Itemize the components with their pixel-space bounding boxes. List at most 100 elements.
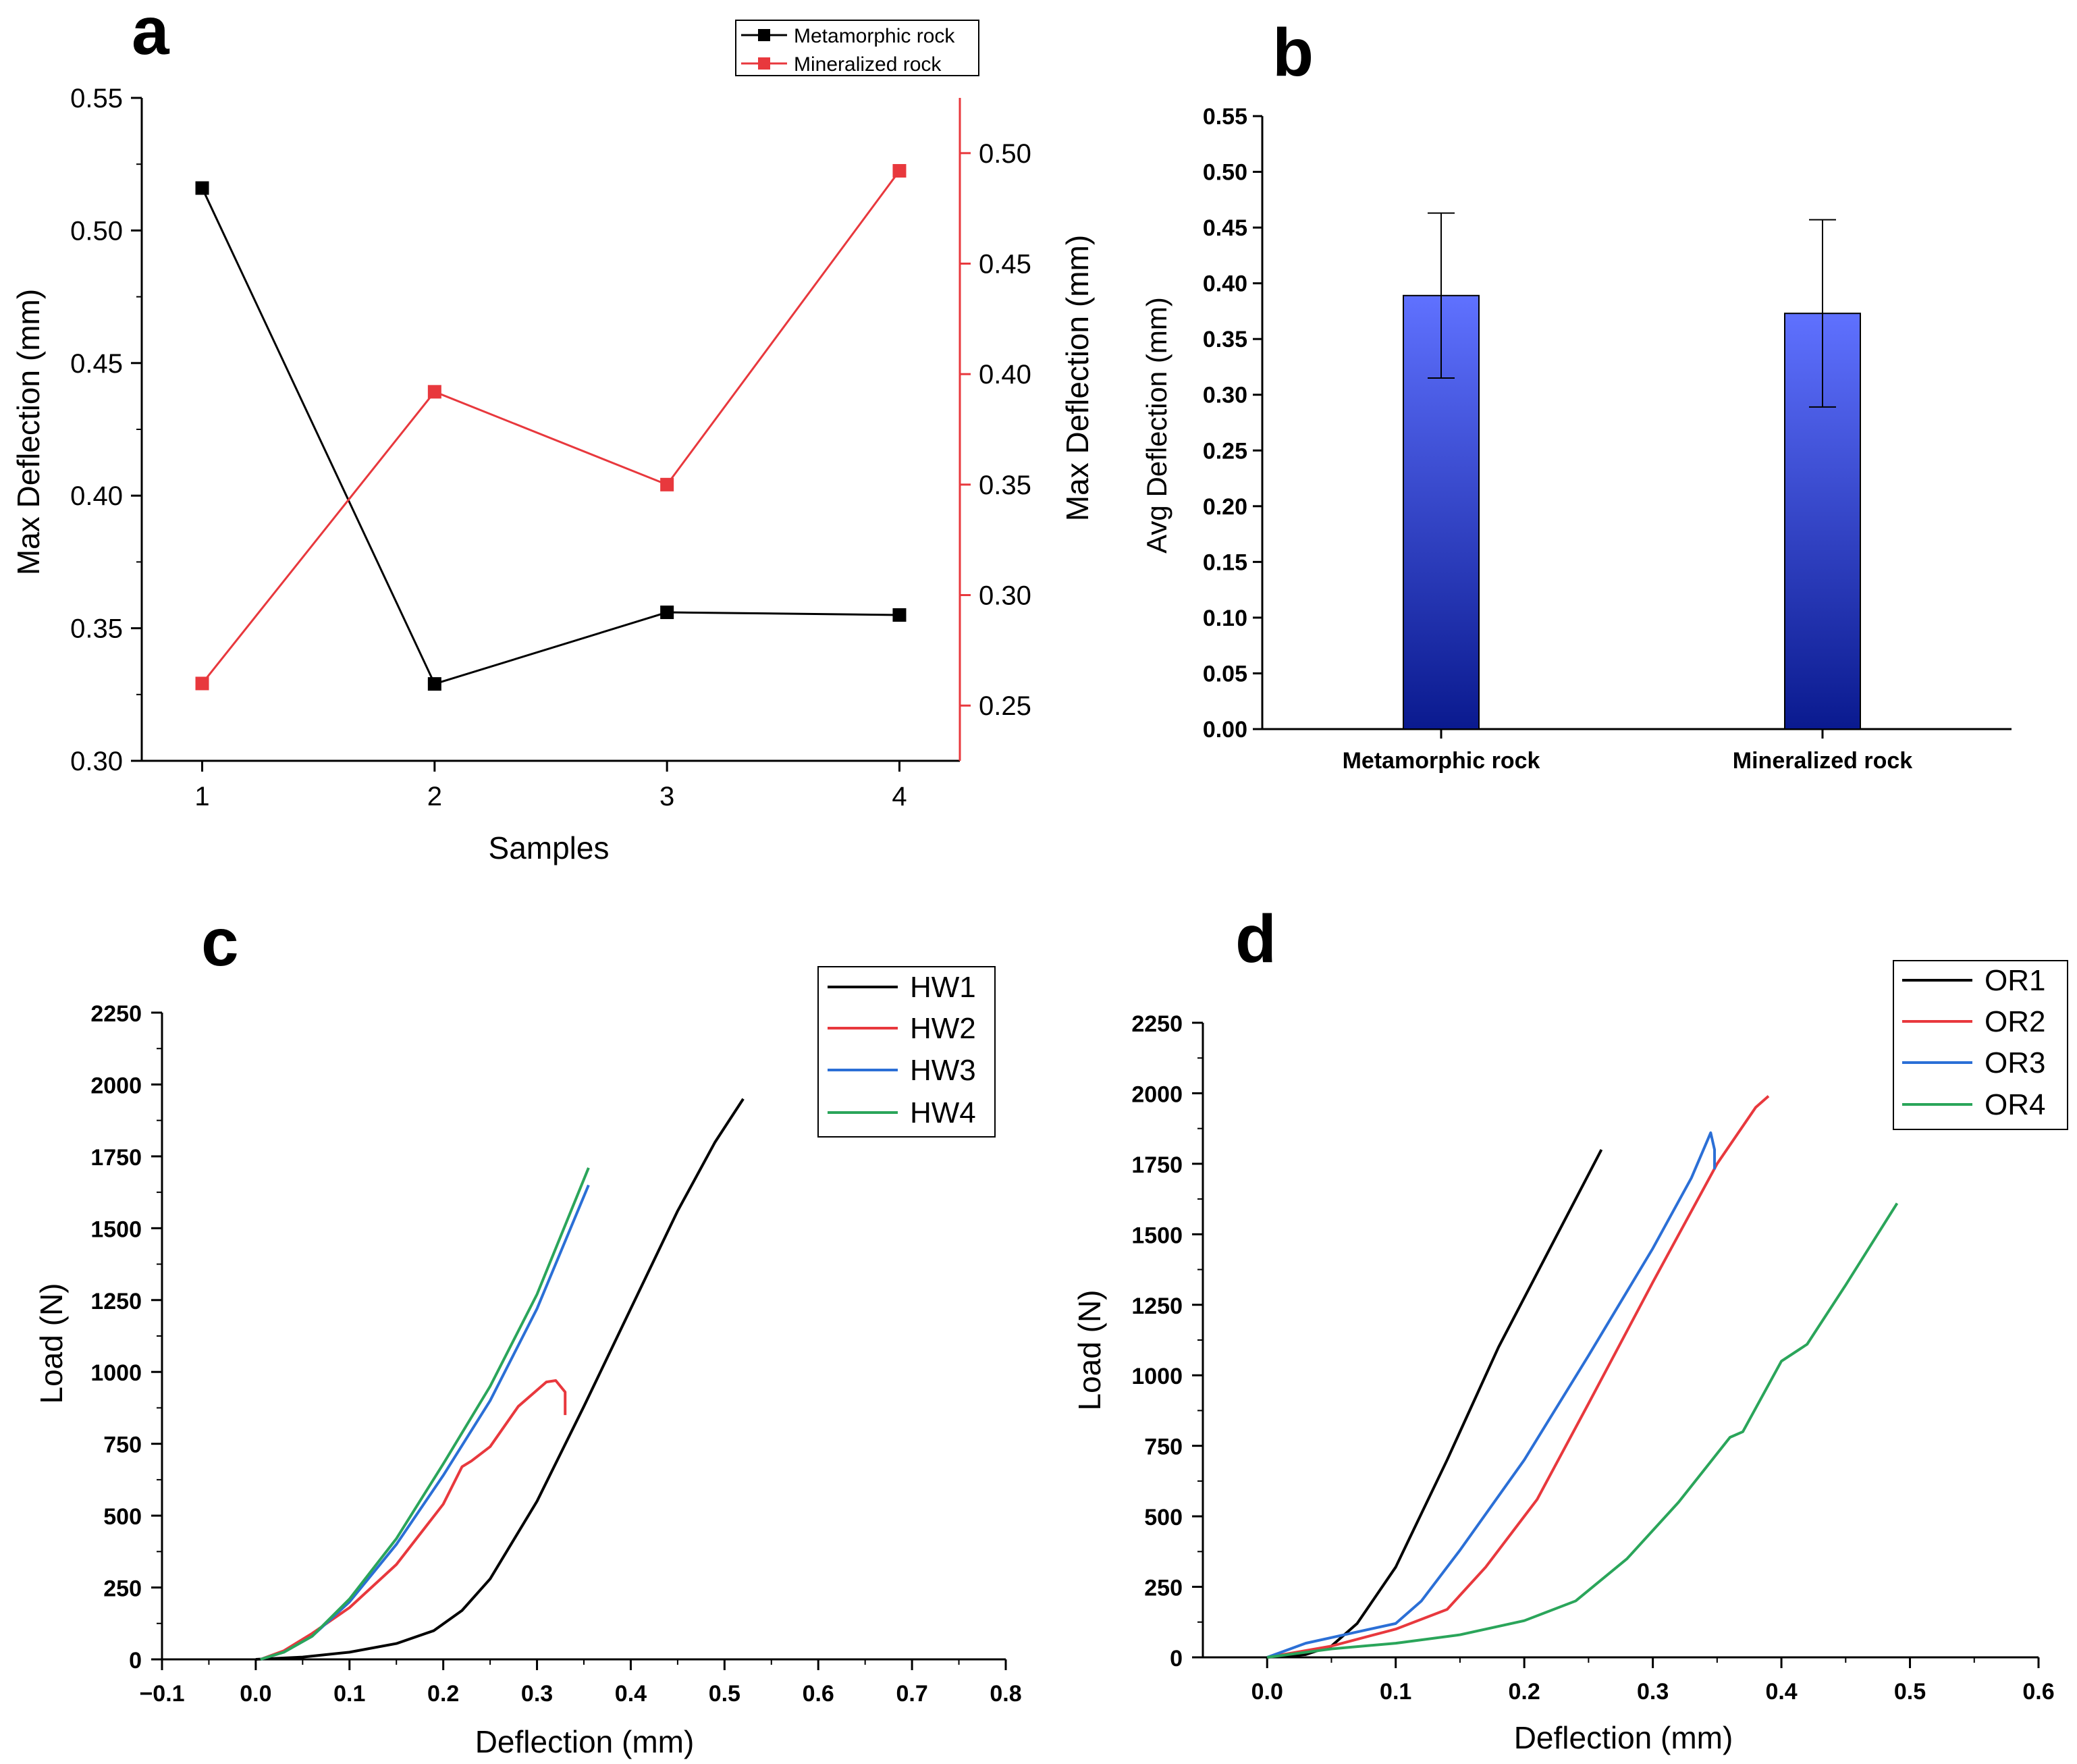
a-point-0 [660, 606, 674, 620]
b-ytick-label: 0.05 [1203, 661, 1247, 687]
d-series-line-1 [1266, 1095, 1770, 1659]
chart-d-xlabel: Deflection (mm) [1514, 1720, 1733, 1755]
b-ytick-label: 0.50 [1203, 160, 1247, 186]
c-ytick-label: 0 [129, 1648, 142, 1674]
d-ytick-label: 250 [1144, 1576, 1183, 1601]
a-point-0 [892, 608, 907, 622]
chart-b-plot: 0.00 0.05 0.10 0.15 0.20 0.25 0.30 0.35 0.40 0.45… [1203, 104, 2012, 774]
chart-a-ylabel-right: Max Deflection (mm) [1060, 235, 1095, 521]
a-xtick-label: 1 [194, 782, 209, 811]
legend-metamorphic-rock: Metamorphic rock [794, 25, 955, 47]
legend-hw1: HW1 [910, 971, 976, 1004]
d-ytick-label: 500 [1144, 1505, 1183, 1530]
d-xtick-label: 0.2 [1509, 1679, 1540, 1705]
legend-hw4: HW4 [910, 1096, 976, 1129]
b-ytick-label: 0.40 [1203, 271, 1247, 297]
chart-c-ylabel: Load (N) [34, 1283, 69, 1404]
chart-a-legend: Metamorphic rock Mineralized rock [735, 20, 979, 76]
c-ytick-label: 1500 [90, 1217, 142, 1242]
chart-c-plot: −0.1 0.0 0.1 0.2 0.3 0.4 0.5 0.6 0.7 0.8 0 250 500 75… [90, 1001, 1021, 1707]
c-xtick-label: 0.6 [803, 1681, 834, 1707]
a-ytick-label: 0.40 [70, 481, 123, 511]
legend-or3: OR3 [1985, 1046, 2045, 1079]
a-ytick-right-label: 0.35 [979, 471, 1031, 500]
b-xtick-label: Metamorphic rock [1343, 748, 1540, 774]
a-point-1 [892, 164, 907, 178]
c-series-line-0 [255, 1098, 745, 1661]
d-series-line-2 [1266, 1131, 1717, 1659]
b-ytick-label: 0.10 [1203, 606, 1247, 631]
d-xtick-label: 0.1 [1380, 1679, 1411, 1705]
d-ytick-label: 0 [1170, 1646, 1183, 1672]
a-point-0 [427, 677, 441, 691]
a-ytick-label: 0.30 [70, 747, 123, 776]
d-ytick-label: 750 [1144, 1435, 1183, 1460]
c-xtick-label: 0.7 [896, 1681, 927, 1707]
b-ytick-label: 0.25 [1203, 438, 1247, 464]
c-series-line-3 [260, 1167, 590, 1661]
a-series-line-1 [201, 170, 900, 685]
a-ytick-right-label: 0.25 [979, 691, 1031, 721]
a-series-line-0 [201, 187, 900, 685]
c-series-line-2 [260, 1184, 590, 1661]
d-xtick-label: 0.3 [1637, 1679, 1669, 1705]
b-ytick-label: 0.15 [1203, 550, 1247, 575]
b-xtick-label: Mineralized rock [1733, 748, 1913, 774]
chart-d: 0.0 0.1 0.2 0.3 0.4 0.5 0.6 0 250 500 750 1000 1250 1… [1072, 960, 2068, 1755]
c-ytick-label: 2000 [90, 1073, 142, 1098]
chart-c-xlabel: Deflection (mm) [475, 1724, 695, 1759]
b-ytick-label: 0.00 [1203, 717, 1247, 743]
a-ytick-label: 0.50 [70, 216, 123, 246]
d-ytick-label: 2000 [1131, 1081, 1183, 1107]
panel-label-b: b [1272, 15, 1314, 90]
a-point-0 [195, 181, 209, 195]
c-xtick-label: 0.2 [427, 1681, 459, 1707]
c-xtick-label: 0.3 [521, 1681, 553, 1707]
a-ytick-label: 0.55 [70, 84, 123, 113]
a-xtick-label: 4 [892, 782, 907, 811]
d-xtick-label: 0.0 [1251, 1679, 1283, 1705]
b-ytick-label: 0.20 [1203, 494, 1247, 520]
d-series-line-0 [1267, 1149, 1603, 1659]
c-xtick-label: 0.4 [615, 1681, 647, 1707]
a-ytick-label: 0.35 [70, 614, 123, 644]
b-ytick-label: 0.45 [1203, 215, 1247, 241]
d-ytick-label: 1000 [1131, 1364, 1183, 1389]
c-ytick-label: 1250 [90, 1289, 142, 1314]
c-xtick-label: −0.1 [139, 1681, 184, 1707]
legend-hw3: HW3 [910, 1054, 976, 1087]
c-ytick-label: 250 [103, 1576, 142, 1602]
a-ytick-right-label: 0.30 [979, 581, 1031, 611]
d-ytick-label: 1250 [1131, 1293, 1183, 1319]
chart-a-plot: 1 2 3 4 0.30 0.35 0.40 0.45 0.50 0.55 0.25 0.30 0.35… [70, 84, 1031, 811]
d-ytick-label: 2250 [1131, 1011, 1183, 1037]
c-xtick-label: 0.0 [240, 1681, 271, 1707]
c-xtick-label: 0.8 [990, 1681, 1021, 1707]
a-ytick-right-label: 0.50 [979, 139, 1031, 169]
c-ytick-label: 1000 [90, 1360, 142, 1386]
c-ytick-label: 1750 [90, 1145, 142, 1171]
a-ytick-right-label: 0.40 [979, 360, 1031, 390]
a-xtick-label: 3 [659, 782, 674, 811]
chart-a: 1 2 3 4 0.30 0.35 0.40 0.45 0.50 0.55 0.25 0.30 0.35… [11, 20, 1095, 865]
chart-d-legend: OR1 OR2 OR3 OR4 [1893, 960, 2068, 1130]
panel-label-c: c [201, 905, 239, 980]
c-ytick-label: 2250 [90, 1001, 142, 1027]
chart-a-xlabel: Samples [489, 830, 610, 865]
chart-a-ylabel: Max Deflection (mm) [11, 289, 46, 575]
d-ytick-label: 1500 [1131, 1223, 1183, 1248]
a-point-1 [427, 385, 441, 399]
b-ytick-label: 0.55 [1203, 104, 1247, 130]
panel-label-a: a [132, 0, 170, 69]
a-point-1 [660, 477, 674, 491]
chart-c-legend: HW1 HW2 HW3 HW4 [817, 966, 996, 1138]
c-xtick-label: 0.1 [333, 1681, 365, 1707]
d-xtick-label: 0.4 [1765, 1679, 1797, 1705]
c-ytick-label: 750 [103, 1433, 142, 1458]
a-xtick-label: 2 [427, 782, 442, 811]
b-ytick-label: 0.35 [1203, 327, 1247, 352]
d-xtick-label: 0.5 [1894, 1679, 1926, 1705]
panel-label-d: d [1235, 901, 1276, 977]
d-series-line-3 [1266, 1202, 1899, 1659]
